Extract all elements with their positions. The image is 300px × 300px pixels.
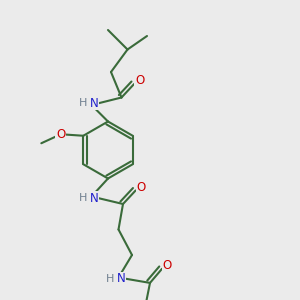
Text: O: O: [163, 259, 172, 272]
Text: O: O: [136, 181, 146, 194]
Text: N: N: [89, 191, 98, 205]
Text: H: H: [79, 98, 87, 109]
Text: H: H: [106, 274, 114, 284]
Text: H: H: [79, 193, 87, 203]
Text: N: N: [89, 97, 98, 110]
Text: O: O: [56, 128, 65, 141]
Text: N: N: [116, 272, 125, 286]
Text: O: O: [135, 74, 144, 88]
